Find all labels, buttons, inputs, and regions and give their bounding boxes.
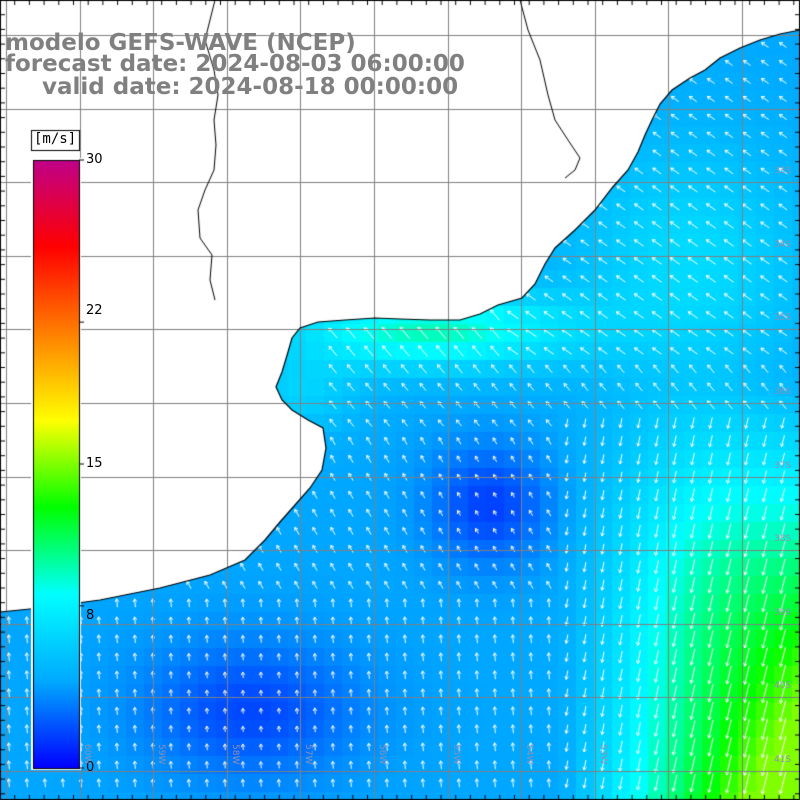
colorbar-tick-8: 8 [86, 608, 95, 623]
model-title: modelo GEFS-WAVE (NCEP) [5, 30, 356, 56]
lon-label: 60W [82, 744, 92, 765]
lat-label: 41S [774, 755, 792, 765]
lat-label: 33S [774, 166, 792, 176]
forecast-date: forecast date: 2024-08-03 06:00:00 [5, 51, 465, 77]
valid-date: valid date: 2024-08-18 00:00:00 [42, 74, 459, 100]
lon-label: 58W [230, 744, 240, 765]
lat-label: 39S [774, 608, 792, 618]
lon-label: 55W [451, 744, 461, 765]
colorbar-tick-30: 30 [86, 152, 103, 167]
colorbar-tick-15: 15 [86, 456, 103, 471]
lat-label: 35S [774, 313, 792, 323]
colorbar-tick-0: 0 [86, 760, 95, 775]
lon-label: 56W [377, 744, 387, 765]
colorbar-tick-22: 22 [86, 303, 103, 318]
lon-label: 54W [524, 744, 534, 765]
lat-label: 38S [774, 534, 792, 544]
lon-label: 59W [156, 744, 166, 765]
lat-label: 36S [774, 387, 792, 397]
lon-label: 57W [303, 744, 313, 765]
lat-label: 34S [774, 240, 792, 250]
lat-label: 37S [774, 461, 792, 471]
lon-label: 53W [598, 744, 608, 765]
lat-label: 40S [774, 681, 792, 691]
colorbar-unit: [m/s] [34, 131, 77, 147]
